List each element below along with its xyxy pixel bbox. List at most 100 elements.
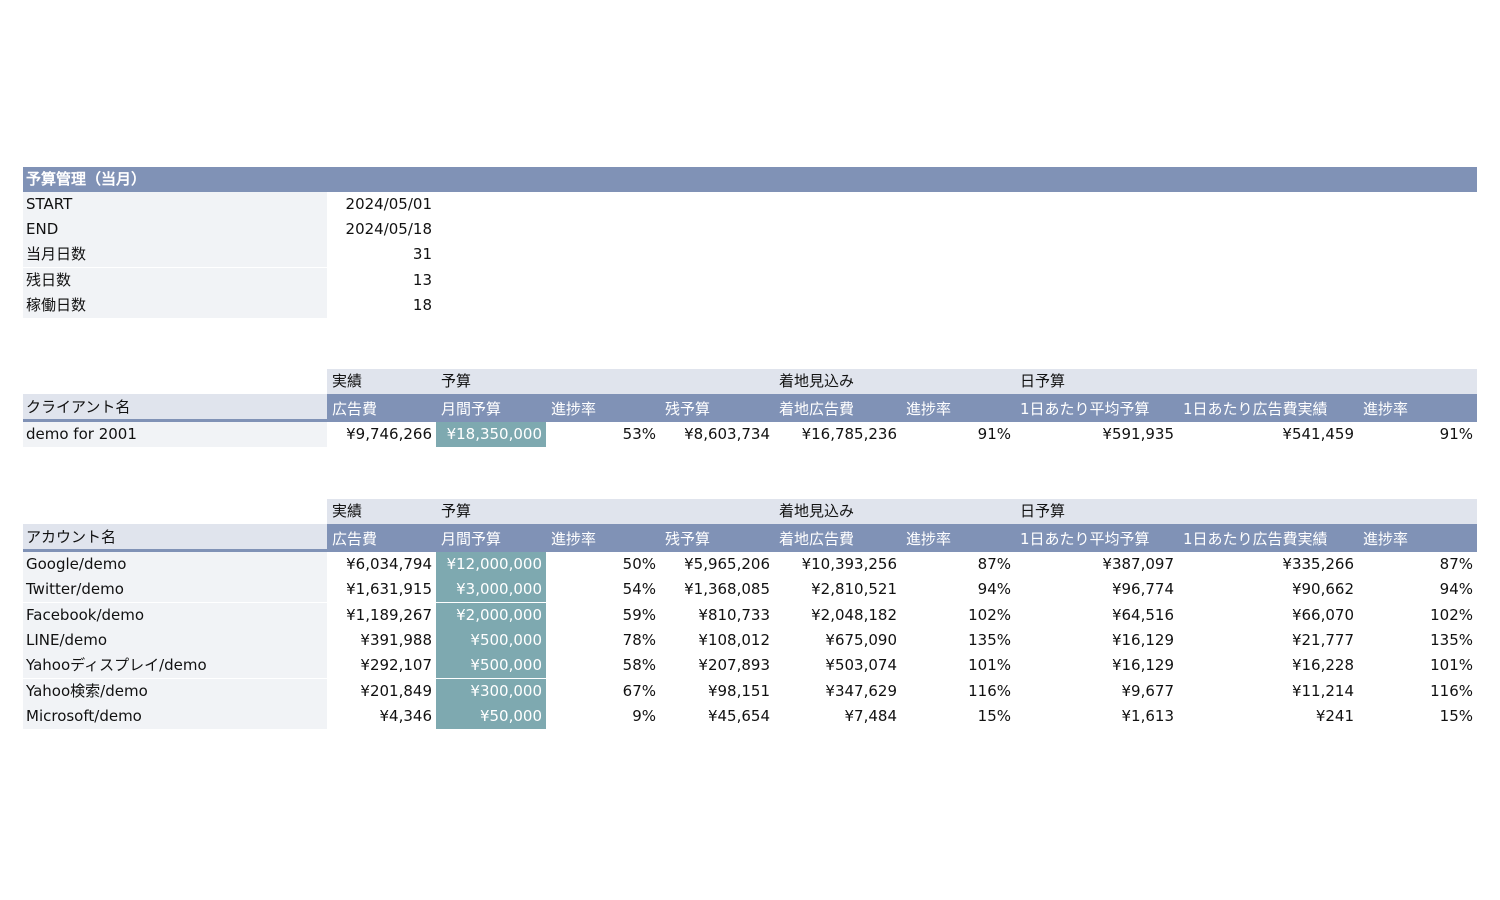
account-row-name[interactable]: Yahooディスプレイ/demo [23,653,327,679]
account-cell[interactable]: ¥11,214 [1291,681,1354,700]
account-group-jisseki[interactable]: 実績 [332,502,363,520]
account-cell[interactable]: ¥675,090 [825,630,897,649]
client-col-header[interactable]: 進捗率 [906,400,952,418]
account-cell[interactable]: ¥21,777 [1291,630,1354,649]
account-cell[interactable]: ¥3,000,000 [436,577,546,603]
account-cell[interactable]: 67% [622,681,656,700]
account-col-header[interactable]: 進捗率 [1363,530,1409,548]
account-cell[interactable]: 9% [632,706,656,725]
account-cell[interactable]: ¥6,034,794 [346,555,432,573]
account-cell[interactable]: ¥500,000 [436,653,546,679]
account-row-name[interactable]: Facebook/demo [23,602,327,628]
account-cell[interactable]: ¥7,484 [844,706,898,725]
account-name-header[interactable]: アカウント名 [23,524,327,552]
account-cell[interactable]: ¥292,107 [360,656,432,675]
account-cell[interactable]: ¥1,631,915 [346,580,432,599]
account-cell[interactable]: ¥500,000 [436,627,546,653]
budget-info-label[interactable]: 当月日数 [23,242,327,267]
account-cell[interactable]: 116% [1430,681,1473,700]
client-name-header[interactable]: クライアント名 [23,394,327,422]
budget-info-value[interactable]: 13 [412,271,432,289]
client-col-header[interactable]: 月間予算 [441,400,502,418]
account-cell[interactable]: 15% [1439,706,1473,725]
account-cell[interactable]: ¥90,662 [1291,580,1354,599]
account-group-nichiyosan[interactable]: 日予算 [1020,502,1066,520]
account-cell[interactable]: ¥9,677 [1121,681,1175,700]
client-cell[interactable]: ¥18,350,000 [436,422,546,447]
account-cell[interactable]: ¥16,228 [1291,656,1354,675]
client-group-nichiyosan[interactable]: 日予算 [1020,372,1066,390]
client-col-header[interactable]: 着地広告費 [779,400,855,418]
account-cell[interactable]: 94% [977,580,1011,599]
account-cell[interactable]: ¥16,129 [1111,656,1174,675]
account-cell[interactable]: ¥335,266 [1282,555,1354,573]
account-cell[interactable]: ¥810,733 [698,605,770,624]
account-cell[interactable]: ¥300,000 [436,678,546,704]
account-cell[interactable]: ¥2,810,521 [811,580,897,599]
account-cell[interactable]: ¥1,368,085 [684,580,770,599]
client-col-header[interactable]: 残予算 [665,400,711,418]
account-row-name[interactable]: Microsoft/demo [23,703,327,729]
account-row-name[interactable]: LINE/demo [23,627,327,653]
account-cell[interactable]: ¥503,074 [825,656,897,675]
client-col-header[interactable]: 広告費 [332,400,378,418]
account-cell[interactable]: 15% [977,706,1011,725]
account-cell[interactable]: 101% [968,656,1011,675]
budget-info-label[interactable]: START [23,192,327,217]
budget-info-value[interactable]: 18 [412,296,432,314]
account-cell[interactable]: 78% [622,630,656,649]
account-cell[interactable]: ¥207,893 [698,656,770,675]
account-cell[interactable]: ¥387,097 [1102,555,1174,573]
account-cell[interactable]: 135% [1430,630,1473,649]
account-cell[interactable]: ¥10,393,256 [801,555,897,573]
account-cell[interactable]: 101% [1430,656,1473,675]
account-cell[interactable]: ¥45,654 [707,706,770,725]
account-cell[interactable]: ¥241 [1315,706,1354,725]
budget-info-label[interactable]: 稼働日数 [23,293,327,318]
account-group-chakuchi[interactable]: 着地見込み [779,502,855,520]
account-cell[interactable]: ¥108,012 [698,630,770,649]
account-cell[interactable]: 94% [1439,580,1473,599]
account-row-name[interactable]: Yahoo検索/demo [23,678,327,704]
client-cell[interactable]: ¥16,785,236 [801,425,897,443]
account-col-header[interactable]: 残予算 [665,530,711,548]
account-col-header[interactable]: 進捗率 [551,530,597,548]
client-group-yosan[interactable]: 予算 [441,372,472,390]
client-group-chakuchi[interactable]: 着地見込み [779,372,855,390]
account-cell[interactable]: 116% [968,681,1011,700]
account-col-header[interactable]: 1日あたり広告費実績 [1183,530,1328,548]
account-cell[interactable]: ¥1,189,267 [346,605,432,624]
account-cell[interactable]: ¥2,000,000 [436,602,546,628]
client-col-header[interactable]: 1日あたり平均予算 [1020,400,1150,418]
account-cell[interactable]: 102% [1430,605,1473,624]
account-col-header[interactable]: 1日あたり平均予算 [1020,530,1150,548]
account-cell[interactable]: ¥96,774 [1111,580,1174,599]
client-col-header[interactable]: 1日あたり広告費実績 [1183,400,1328,418]
account-cell[interactable]: ¥66,070 [1291,605,1354,624]
budget-info-value[interactable]: 2024/05/18 [345,220,432,238]
client-cell[interactable]: ¥591,935 [1102,425,1174,443]
client-cell[interactable]: ¥9,746,266 [346,425,432,443]
account-cell[interactable]: 102% [968,605,1011,624]
client-cell[interactable]: ¥541,459 [1282,425,1354,443]
account-cell[interactable]: ¥201,849 [360,681,432,700]
client-group-jisseki[interactable]: 実績 [332,372,363,390]
account-col-header[interactable]: 広告費 [332,530,378,548]
account-cell[interactable]: 59% [622,605,656,624]
account-cell[interactable]: ¥12,000,000 [436,552,546,577]
account-cell[interactable]: 135% [968,630,1011,649]
account-row-name[interactable]: Google/demo [23,552,327,577]
budget-info-label[interactable]: END [23,217,327,242]
account-cell[interactable]: 54% [622,580,656,599]
budget-section-title[interactable]: 予算管理（当月） [26,170,147,188]
account-cell[interactable]: ¥50,000 [436,703,546,729]
account-col-header[interactable]: 進捗率 [906,530,952,548]
account-cell[interactable]: ¥347,629 [825,681,897,700]
client-cell[interactable]: 91% [1439,425,1473,443]
account-group-yosan[interactable]: 予算 [441,502,472,520]
account-cell[interactable]: ¥5,965,206 [684,555,770,573]
account-col-header[interactable]: 着地広告費 [779,530,855,548]
client-row-name[interactable]: demo for 2001 [23,422,327,447]
account-cell[interactable]: ¥391,988 [360,630,432,649]
account-cell[interactable]: 87% [1439,555,1473,573]
